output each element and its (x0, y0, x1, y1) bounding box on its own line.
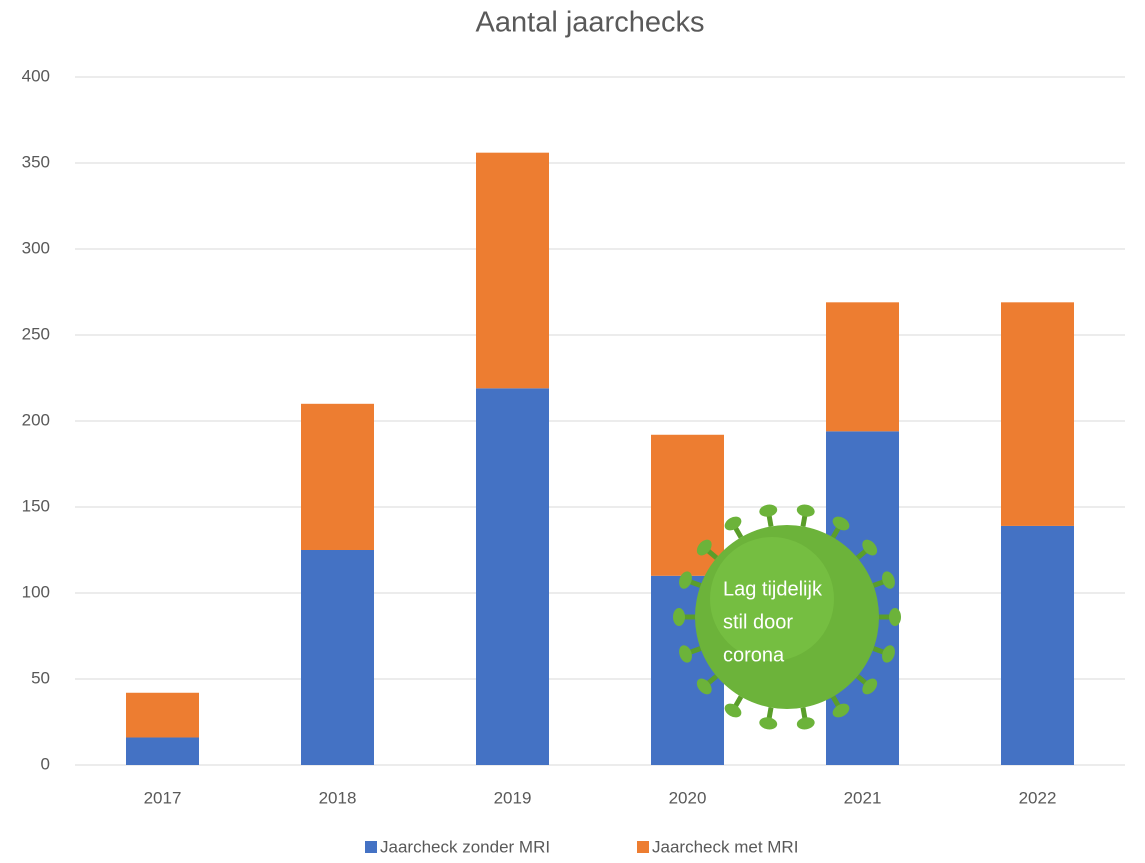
y-tick-label: 0 (41, 754, 50, 773)
bar-segment (1001, 525, 1074, 765)
virus-spike-tip (679, 645, 692, 663)
virus-spike-tip (724, 516, 742, 531)
x-tick-label: 2018 (319, 788, 357, 807)
bar-segment (126, 692, 199, 738)
bar-segment (826, 302, 899, 432)
legend-swatch (637, 841, 649, 853)
virus-spike-tip (679, 571, 692, 589)
virus-spike-tip (759, 504, 778, 517)
virus-spike-tip (696, 678, 712, 695)
x-tick-label: 2022 (1019, 788, 1057, 807)
legend-label: Jaarcheck zonder MRI (380, 837, 550, 856)
legend-label: Jaarcheck met MRI (652, 837, 798, 856)
virus-spike-tip (796, 504, 815, 517)
virus-spike-tip (862, 539, 878, 556)
virus-spike-tip (759, 717, 778, 730)
x-tick-label: 2020 (669, 788, 707, 807)
x-tick-label: 2019 (494, 788, 532, 807)
bar-segment (476, 152, 549, 389)
legend-swatch (365, 841, 377, 853)
bar-segment (476, 388, 549, 765)
virus-spike-tip (889, 608, 901, 626)
virus-spike-tip (796, 717, 815, 730)
virus-spike-tip (724, 703, 742, 718)
virus-spike-tip (832, 516, 850, 531)
y-tick-label: 200 (22, 410, 50, 429)
virus-spike-tip (862, 678, 878, 695)
virus-spike-tip (673, 608, 685, 626)
virus-spike-tip (882, 645, 895, 663)
y-tick-label: 400 (22, 66, 50, 85)
virus-spike-tip (882, 571, 895, 589)
y-tick-label: 300 (22, 238, 50, 257)
bar-segment (126, 737, 199, 765)
chart-title: Aantal jaarchecks (476, 7, 705, 39)
y-tick-label: 100 (22, 582, 50, 601)
x-tick-label: 2017 (144, 788, 182, 807)
y-tick-label: 150 (22, 496, 50, 515)
y-tick-label: 350 (22, 152, 50, 171)
virus-shade (710, 537, 834, 661)
y-tick-label: 50 (31, 668, 50, 687)
virus-spike-tip (696, 539, 712, 556)
annotation: stil door (723, 611, 793, 633)
virus-spike-tip (832, 703, 850, 718)
bar-segment (301, 403, 374, 550)
y-tick-label: 250 (22, 324, 50, 343)
annotation: corona (723, 644, 785, 666)
bar-segment (301, 550, 374, 765)
bar-segment (1001, 302, 1074, 526)
x-tick-label: 2021 (844, 788, 882, 807)
annotation: Lag tijdelijk (723, 578, 823, 600)
